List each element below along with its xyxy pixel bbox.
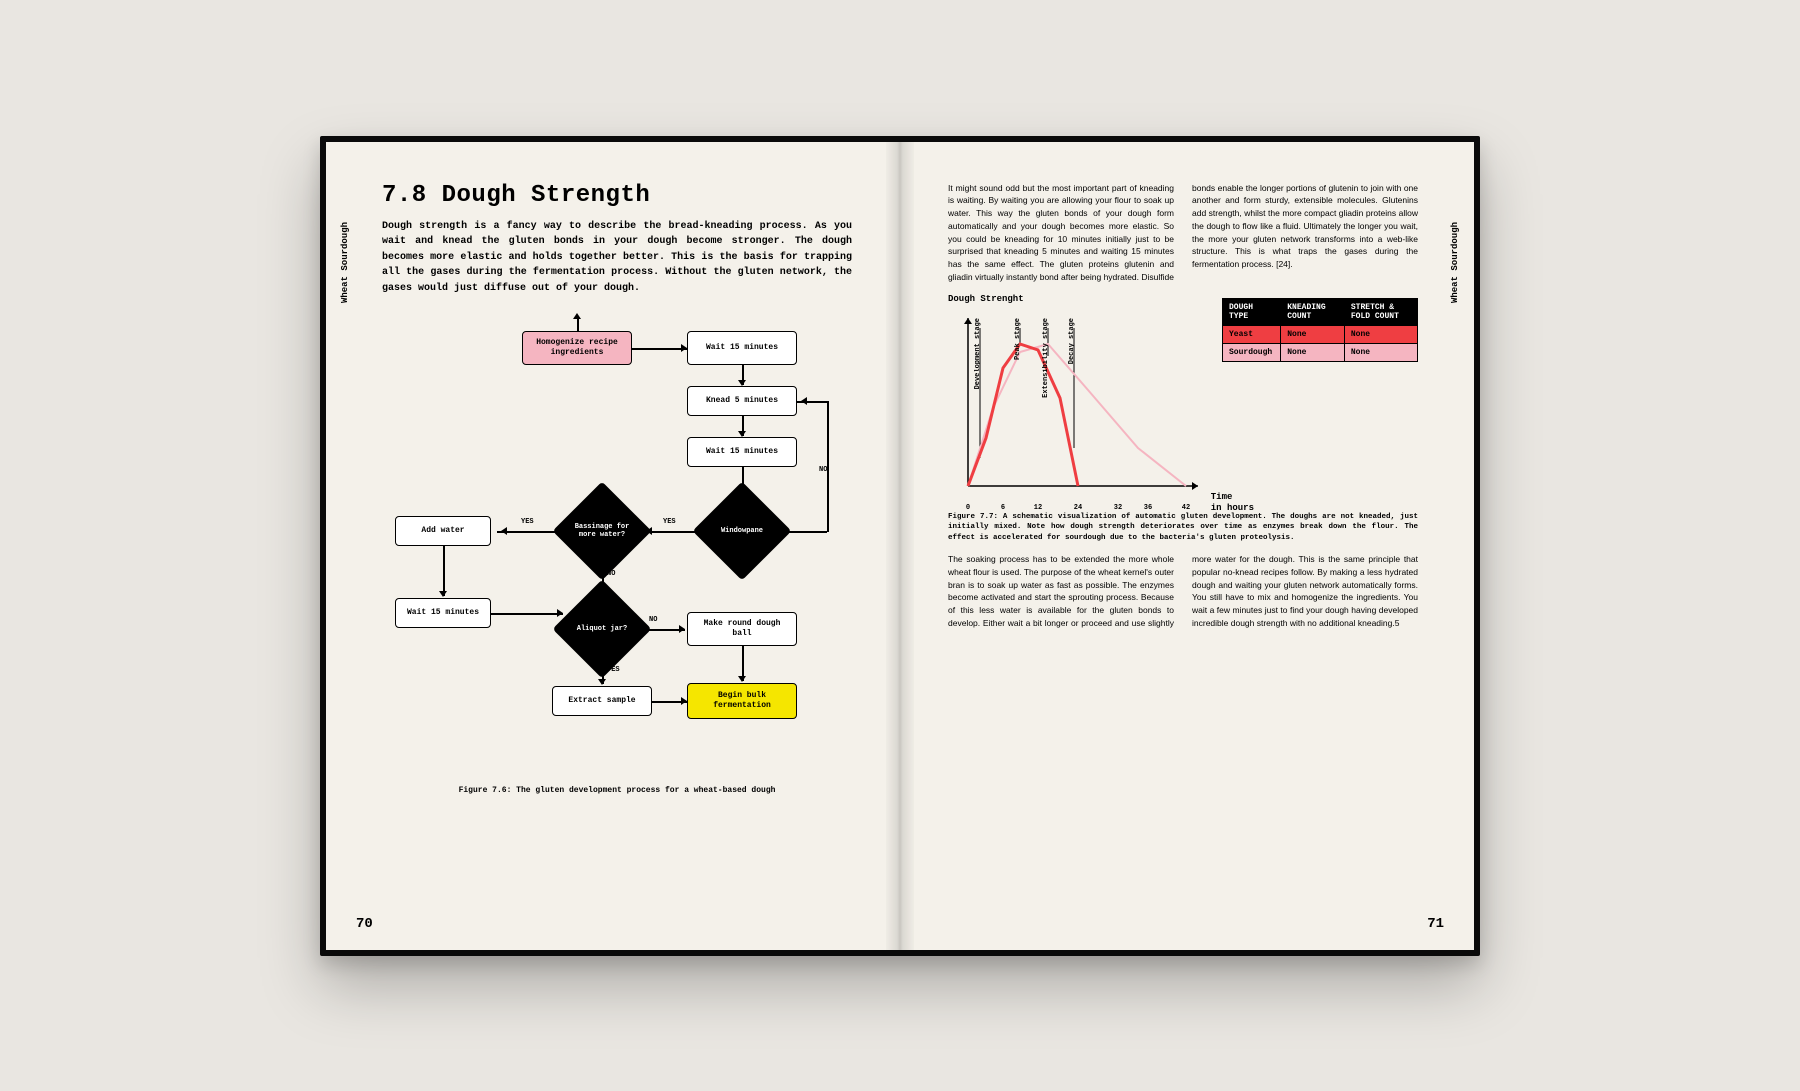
book-spread: Wheat Sourdough 7.8 Dough Strength Dough… xyxy=(320,136,1480,956)
dough-strength-chart: Dough Strenght 061224323642 xyxy=(948,298,1208,498)
figure-caption: Figure 7.6: The gluten development proce… xyxy=(382,786,852,795)
chart-x-tick: 36 xyxy=(1144,504,1152,512)
flow-decision-label: Bassinage for more water? xyxy=(567,496,637,566)
flow-node: Extract sample xyxy=(552,686,652,716)
chart-x-tick: 24 xyxy=(1074,504,1082,512)
arrowhead-icon xyxy=(598,679,606,685)
table-header: DOUGH TYPE xyxy=(1223,298,1281,325)
arrowhead-icon xyxy=(497,527,507,535)
flow-node: Add water xyxy=(395,516,491,546)
arrowhead-icon xyxy=(573,313,581,319)
table-header: STRETCH & FOLD COUNT xyxy=(1344,298,1417,325)
flow-decision-label: Windowpane xyxy=(707,496,777,566)
chart-caption: Figure 7.7: A schematic visualization of… xyxy=(948,512,1418,544)
flow-node: Make round dough ball xyxy=(687,612,797,646)
flow-edge xyxy=(443,546,445,596)
flow-edge xyxy=(491,613,563,615)
body-text-top: It might sound odd but the most importan… xyxy=(948,182,1418,284)
body-text-bottom: The soaking process has to be extended t… xyxy=(948,553,1418,630)
table-cell: None xyxy=(1344,325,1417,343)
table-cell: Yeast xyxy=(1223,325,1281,343)
page-number: 71 xyxy=(1427,916,1444,932)
chart-x-tick: 42 xyxy=(1182,504,1190,512)
flow-edge xyxy=(637,629,685,631)
dough-type-table: DOUGH TYPEKNEADING COUNTSTRETCH & FOLD C… xyxy=(1222,298,1418,362)
flow-edge-label: NO xyxy=(649,616,657,624)
flow-edge xyxy=(577,318,579,331)
flow-edge-label: YES xyxy=(521,518,534,526)
flow-node: Wait 15 minutes xyxy=(687,437,797,467)
intro-paragraph: Dough strength is a fancy way to describ… xyxy=(382,219,852,297)
table-cell: None xyxy=(1344,343,1417,361)
chart-svg xyxy=(948,298,1208,498)
flow-start-node: Homogenize recipe ingredients xyxy=(522,331,632,365)
flow-edge-label: NO xyxy=(607,570,615,578)
chart-x-tick: 0 xyxy=(966,504,970,512)
chart-stage-label: Decay stage xyxy=(1068,318,1076,364)
table-row: YeastNoneNone xyxy=(1223,325,1418,343)
flow-edge-label: YES xyxy=(607,666,620,674)
table-header: KNEADING COUNT xyxy=(1281,298,1345,325)
section-side-label: Wheat Sourdough xyxy=(340,222,350,303)
chart-stage-label: Peak stage xyxy=(1014,318,1022,360)
chart-stage-label: Development stage xyxy=(974,318,982,389)
flowchart: Homogenize recipe ingredients Wait 15 mi… xyxy=(387,316,847,756)
arrowhead-icon xyxy=(557,609,567,617)
page-right: Wheat Sourdough It might sound odd but t… xyxy=(900,142,1474,950)
section-heading: 7.8 Dough Strength xyxy=(382,182,852,209)
table-row: SourdoughNoneNone xyxy=(1223,343,1418,361)
flow-node: Wait 15 minutes xyxy=(687,331,797,365)
chart-x-tick: 12 xyxy=(1034,504,1042,512)
table-cell: Sourdough xyxy=(1223,343,1281,361)
chart-stage-label: Extensibility stage xyxy=(1042,318,1050,398)
chart-x-tick: 32 xyxy=(1114,504,1122,512)
flow-decision-label: Aliquot jar? xyxy=(567,594,637,664)
flow-edge-label: NO xyxy=(819,466,827,474)
flow-node: Wait 15 minutes xyxy=(395,598,491,628)
flow-edge xyxy=(632,348,687,350)
page-number: 70 xyxy=(356,916,373,932)
arrowhead-icon xyxy=(681,344,691,352)
chart-x-tick: 6 xyxy=(1001,504,1005,512)
flow-edge-label: YES xyxy=(663,518,676,526)
table-cell: None xyxy=(1281,325,1345,343)
section-side-label: Wheat Sourdough xyxy=(1450,222,1460,303)
flow-end-node: Begin bulk fermentation xyxy=(687,683,797,719)
flow-edge xyxy=(497,531,567,533)
chart-x-title: Time in hours xyxy=(1211,492,1254,514)
table-cell: None xyxy=(1281,343,1345,361)
flow-node: Knead 5 minutes xyxy=(687,386,797,416)
page-left: Wheat Sourdough 7.8 Dough Strength Dough… xyxy=(326,142,900,950)
chart-and-table-row: Dough Strenght 061224323642 xyxy=(948,298,1418,498)
flow-edge xyxy=(777,531,827,533)
arrowhead-icon xyxy=(439,591,447,597)
arrowhead-icon xyxy=(797,397,807,405)
arrowhead-icon xyxy=(681,697,691,705)
arrowhead-icon xyxy=(738,676,746,682)
chart-y-title: Dough Strenght xyxy=(948,294,1024,305)
